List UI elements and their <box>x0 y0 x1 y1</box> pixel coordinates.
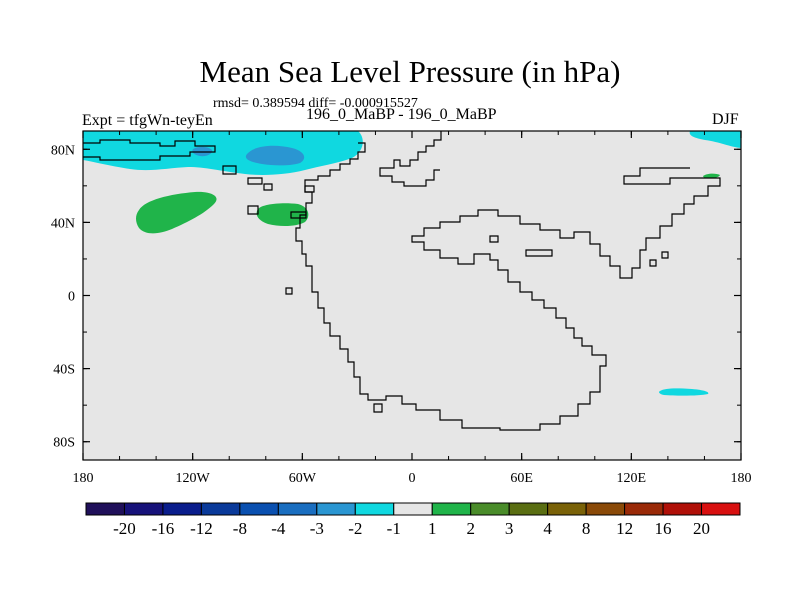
colorbar-label-2: -12 <box>190 519 213 538</box>
colorbar-label-11: 4 <box>543 519 552 538</box>
island-3 <box>263 183 273 191</box>
colorbar-box-11 <box>508 502 549 516</box>
colorbar-label-12: 8 <box>582 519 591 538</box>
subtitle: 196_0_MaBP - 196_0_MaBP <box>306 106 497 123</box>
x-tick-label-0: 180 <box>73 471 94 486</box>
y-tick-label-2: 0 <box>68 290 75 305</box>
stats-text: rmsd= 0.389594 diff= -0.000915527 <box>213 96 418 111</box>
island-6 <box>285 287 293 295</box>
colorbar-label-15: 20 <box>693 519 710 538</box>
y-tick-label-3: 40S <box>53 363 75 378</box>
colorbar-label-8: 1 <box>428 519 437 538</box>
colorbar: -20 -16 -12 -8 -4 -3 -2 -1 1 2 3 4 8 12 16 20 <box>85 502 741 538</box>
colorbar-box-10 <box>470 502 510 516</box>
island-1 <box>222 165 237 175</box>
anomaly-layer <box>83 131 741 396</box>
plot-background <box>83 131 741 460</box>
colorbar-label-7: -1 <box>387 519 401 538</box>
x-tick-label-1: 120W <box>176 471 211 486</box>
y-tick-label-0: 80N <box>51 143 75 158</box>
x-tick-label-2: 60W <box>289 471 317 486</box>
colorbar-box-8 <box>393 502 433 516</box>
axis-ticks <box>82 131 742 460</box>
colorbar-box-13 <box>585 502 626 516</box>
island-8 <box>525 249 553 257</box>
island-5 <box>290 211 307 219</box>
colorbar-label-10: 3 <box>505 519 514 538</box>
axis-labels: 180 120W 60W 0 60E 120E 180 80N 40N 0 40S 80S <box>51 143 752 486</box>
colorbar-box-9 <box>431 502 472 516</box>
y-tick-label-4: 80S <box>53 436 75 451</box>
colorbar-label-0: -20 <box>113 519 136 538</box>
y-tick-label-1: 40N <box>51 216 75 231</box>
coastline-west-continent <box>295 142 721 431</box>
colorbar-label-1: -16 <box>152 519 175 538</box>
colorbar-box-7 <box>354 502 395 516</box>
colorbar-label-14: 16 <box>655 519 672 538</box>
anomaly-southern-ocean <box>659 388 709 396</box>
anomaly-arctic-east <box>689 131 741 148</box>
colorbar-box-15 <box>662 502 703 516</box>
coastline-north-shore <box>379 131 442 187</box>
colorbar-box-14 <box>624 502 664 516</box>
colorbar-label-6: -2 <box>348 519 362 538</box>
experiment-label: Expt = tfgWn-teyEn <box>82 112 213 129</box>
island-7 <box>489 235 499 243</box>
anomaly-northwest-pacific <box>703 173 720 179</box>
colorbar-box-5 <box>277 502 318 516</box>
x-tick-label-5: 120E <box>617 471 647 486</box>
island-2 <box>247 177 263 185</box>
island-10 <box>661 251 669 259</box>
anomaly-arctic-core <box>245 145 305 166</box>
season-label: DJF <box>712 111 739 128</box>
chart-title: Mean Sea Level Pressure (in hPa) <box>199 54 621 89</box>
anomaly-northeast-pacific <box>136 191 217 234</box>
colorbar-label-9: 2 <box>466 519 475 538</box>
colorbar-label-3: -8 <box>233 519 247 538</box>
colorbar-box-2 <box>162 502 202 516</box>
colorbar-box-0 <box>85 502 125 516</box>
colorbar-box-12 <box>547 502 587 516</box>
colorbar-box-4 <box>239 502 279 516</box>
coastline-arctic <box>83 139 216 161</box>
x-tick-label-3: 0 <box>409 471 416 486</box>
colorbar-label-5: -3 <box>310 519 324 538</box>
colorbar-box-6 <box>316 502 356 516</box>
island-4 <box>247 205 259 215</box>
colorbar-box-3 <box>200 502 241 516</box>
colorbar-box-1 <box>123 502 164 516</box>
anomaly-western-north-atlantic <box>256 203 309 227</box>
colorbar-label-13: 12 <box>616 519 633 538</box>
island-9 <box>649 259 657 267</box>
colorbar-label-4: -4 <box>271 519 286 538</box>
x-tick-label-4: 60E <box>510 471 533 486</box>
x-tick-label-6: 180 <box>731 471 752 486</box>
island-11 <box>373 403 383 413</box>
colorbar-box-16 <box>701 502 741 516</box>
island-12 <box>304 185 315 193</box>
coastlines <box>83 131 721 431</box>
